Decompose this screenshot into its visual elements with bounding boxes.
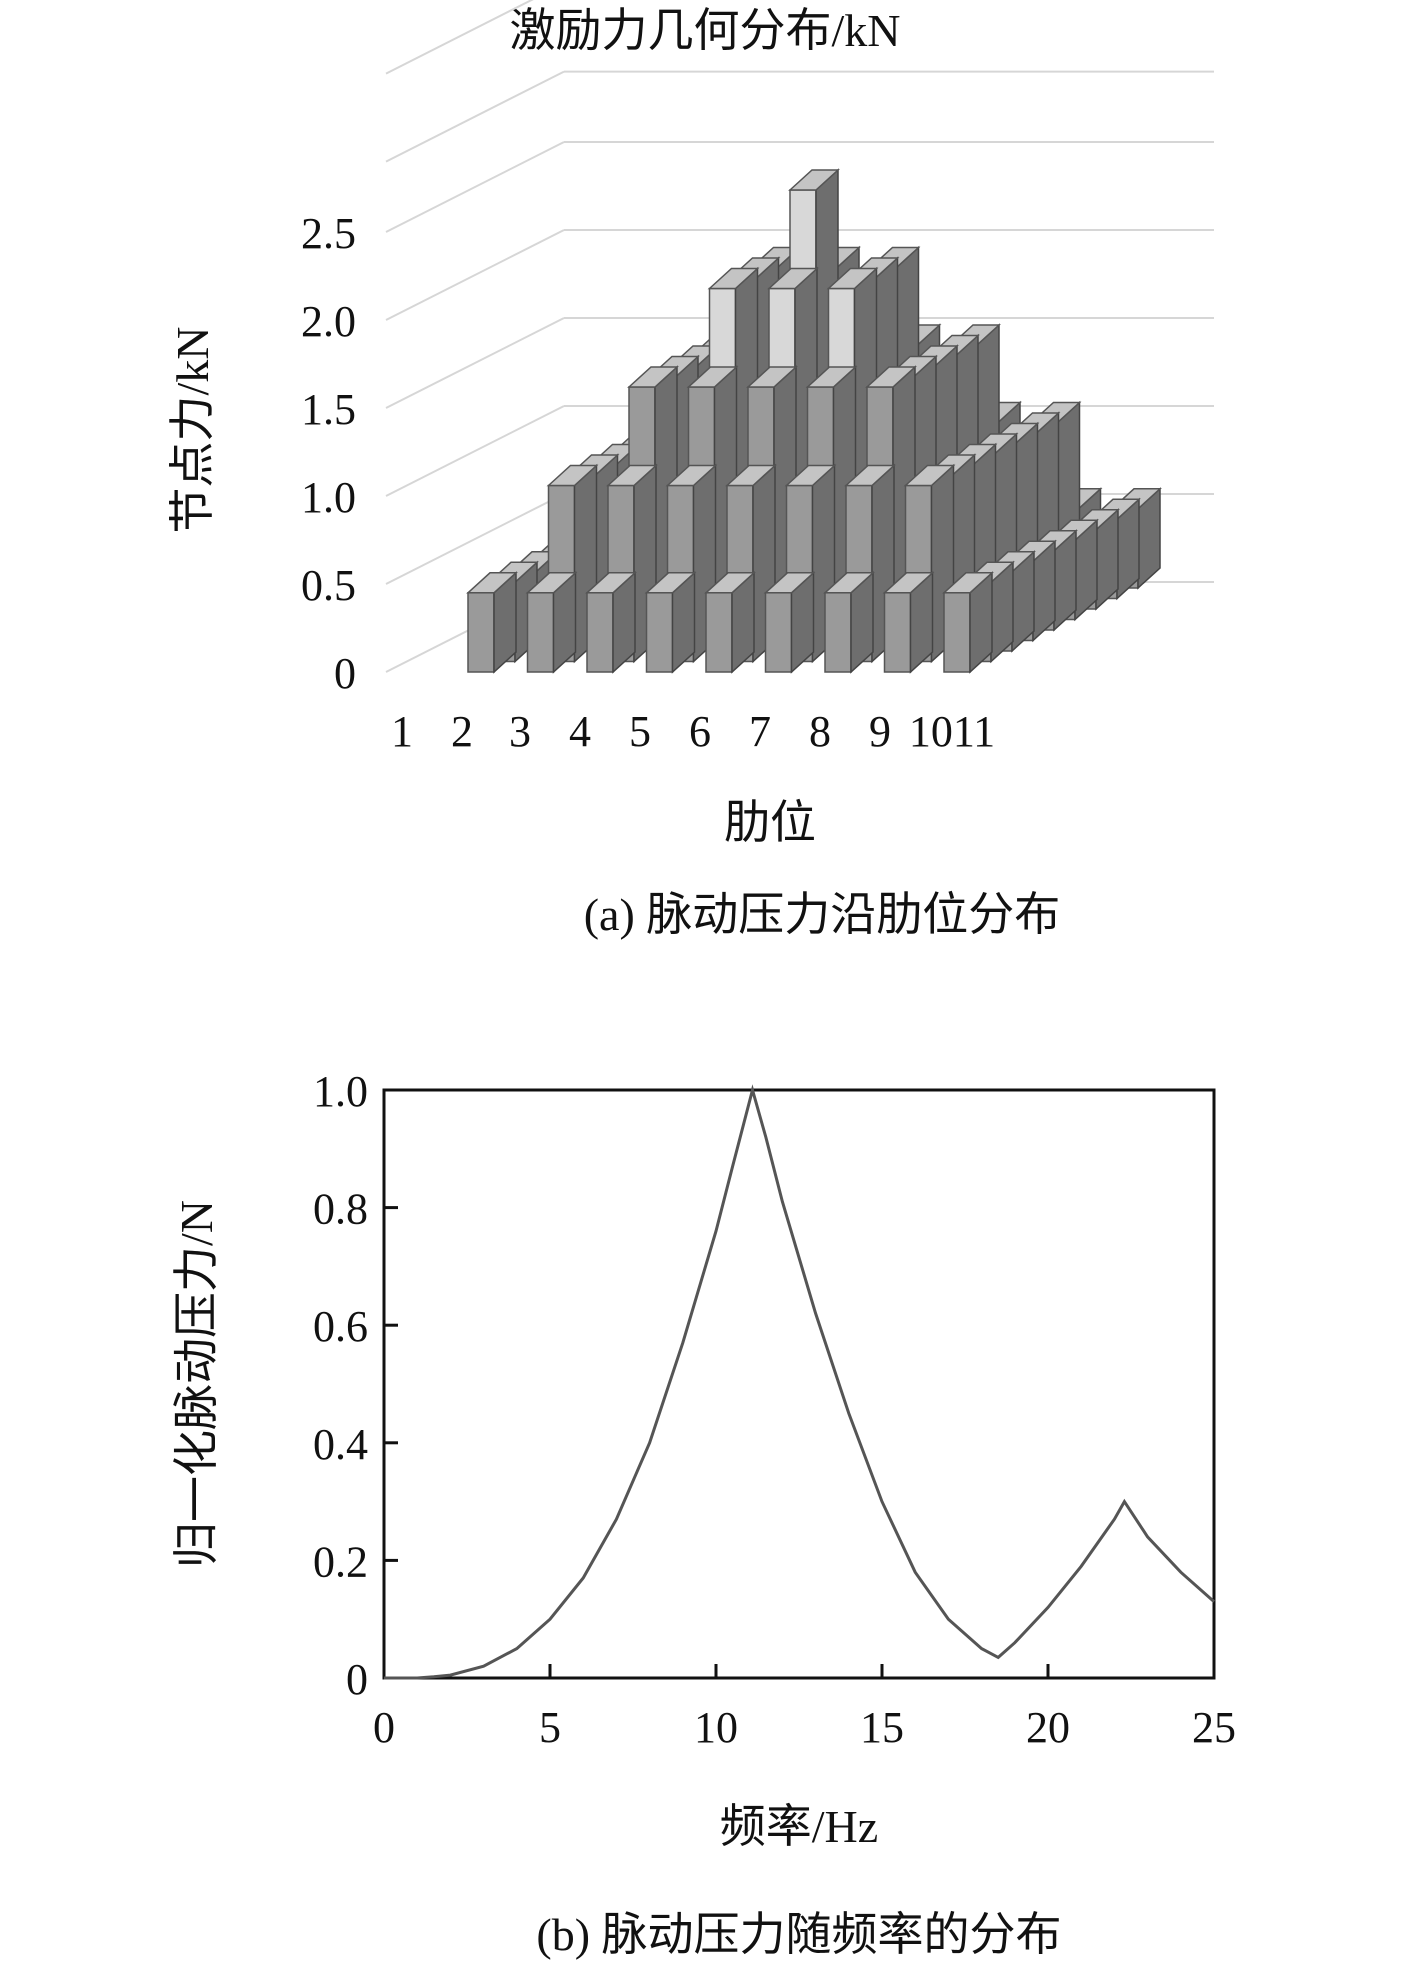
x-tick-label: 0	[373, 1703, 395, 1752]
x-tick-label: 6	[689, 707, 711, 756]
x-tick-label: 3	[509, 707, 531, 756]
chart-a-bars	[466, 168, 1162, 674]
chart-a-x-label: 肋位	[724, 797, 816, 848]
chart-b-x-label: 频率/Hz	[720, 1801, 878, 1852]
gridline-diagonal	[385, 141, 565, 233]
x-tick-label: 5	[539, 1703, 561, 1752]
chart-b-y-label: 归一化脉动压力/N	[171, 1200, 222, 1568]
gridline-diagonal	[385, 229, 565, 321]
x-tick-label: 10	[694, 1703, 738, 1752]
x-tick-label: 2	[451, 707, 473, 756]
bar	[466, 571, 518, 674]
y-tick-label: 1.5	[301, 385, 356, 434]
x-tick-label: 1011	[909, 707, 995, 756]
chart-b-plot-frame	[382, 1088, 1216, 1680]
y-tick-label: 0.6	[313, 1302, 368, 1351]
y-tick-label: 0.5	[301, 561, 356, 610]
bar	[763, 571, 816, 674]
bar	[644, 571, 697, 674]
chart-a-title: 激励力几何分布/kN	[510, 5, 901, 56]
y-tick-label: 0.4	[313, 1420, 368, 1469]
chart-a-y-label: 节点力/kN	[167, 327, 218, 534]
chart-a-x-ticks: 1 2 3 4 5 6 7 8 9 1011	[391, 707, 995, 756]
y-tick-label: 0.2	[313, 1537, 368, 1586]
bar3d-chart: 激励力几何分布/kN 0 0.5 1.0 1.5 2.0 2.5 1 2 3 4 5 6 7 8 9 101…	[167, 0, 1214, 940]
bar	[704, 571, 756, 674]
gridline-diagonal	[385, 0, 534, 75]
gridline-diagonal	[385, 70, 565, 163]
x-tick-label: 1	[391, 707, 413, 756]
gridline-diagonal	[385, 493, 565, 585]
bar	[823, 571, 875, 674]
y-tick-label: 1.0	[313, 1067, 368, 1116]
x-tick-label: 8	[809, 707, 831, 756]
y-tick-label: 2.5	[301, 209, 356, 258]
y-tick-label: 0	[334, 649, 356, 698]
chart-a-caption: (a) 脉动压力沿肋位分布	[584, 889, 1061, 940]
x-tick-label: 7	[749, 707, 771, 756]
bar	[882, 571, 935, 674]
x-tick-label: 9	[869, 707, 891, 756]
chart-b-series-line	[384, 1084, 1215, 1680]
x-tick-label: 5	[629, 707, 651, 756]
chart-b-ticks: 0 5 10 15 20 25 0 0.2 0.4 0.6 0.8 1.0	[313, 1067, 1236, 1752]
y-tick-label: 0	[346, 1655, 368, 1704]
y-tick-label: 1.0	[301, 473, 356, 522]
bar	[585, 571, 637, 674]
gridline-diagonal	[385, 317, 565, 409]
chart-a-y-ticks: 0 0.5 1.0 1.5 2.0 2.5	[301, 209, 356, 698]
bar	[525, 571, 578, 674]
y-tick-label: 0.8	[313, 1185, 368, 1234]
x-tick-label: 20	[1026, 1703, 1070, 1752]
x-tick-label: 4	[569, 707, 591, 756]
bar	[942, 571, 994, 674]
x-tick-label: 15	[860, 1703, 904, 1752]
chart-b-caption: (b) 脉动压力随频率的分布	[536, 1909, 1061, 1960]
y-tick-label: 2.0	[301, 297, 356, 346]
x-tick-label: 25	[1192, 1703, 1236, 1752]
gridline-diagonal	[385, 405, 565, 497]
